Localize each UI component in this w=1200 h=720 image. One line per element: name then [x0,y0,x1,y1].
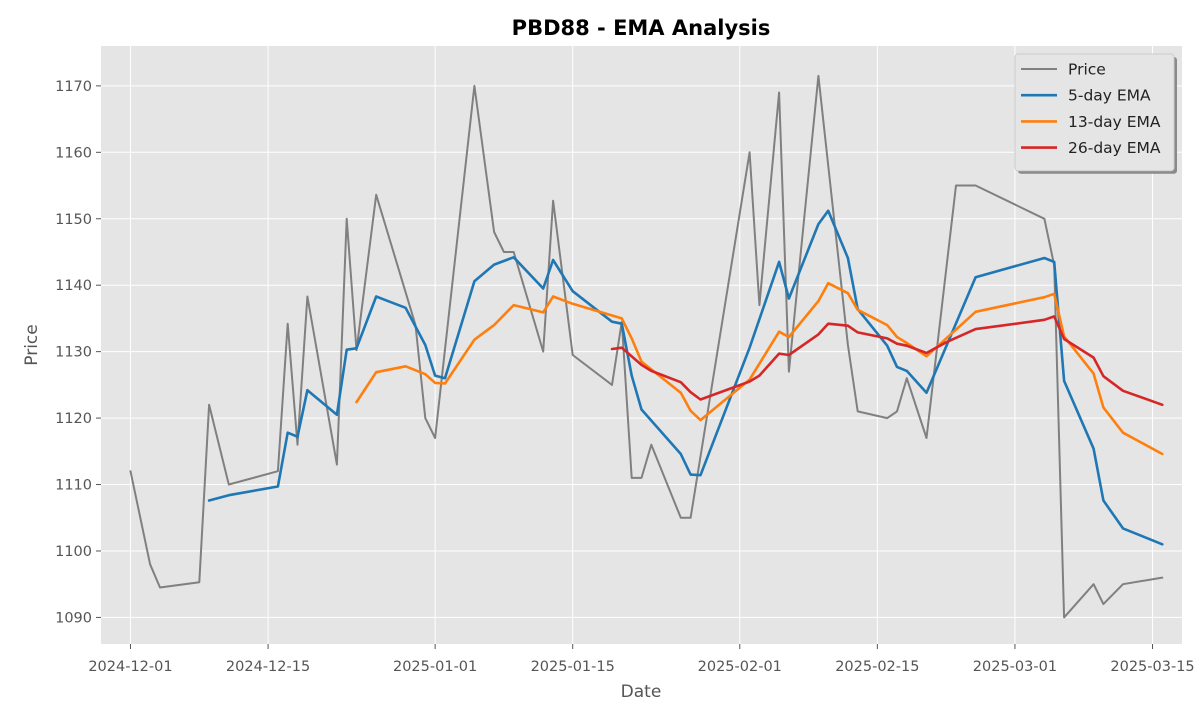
x-tick-label: 2025-03-15 [1110,659,1194,675]
grid-lines [101,46,1182,644]
x-tick-label: 2025-03-01 [973,659,1057,675]
legend-label: Price [1068,61,1106,79]
legend-label: 5-day EMA [1068,87,1151,105]
y-tick-label: 1090 [55,610,92,626]
x-tick-label: 2025-01-15 [531,659,615,675]
y-tick-label: 1150 [55,212,92,228]
x-tick-label: 2025-01-01 [393,659,477,675]
plot-area [101,46,1182,644]
x-tick-label: 2025-02-01 [698,659,782,675]
x-tick-label: 2024-12-01 [88,659,172,675]
legend-label: 13-day EMA [1068,113,1161,131]
series-line-26-day-ema [610,315,1164,407]
y-tick-label: 1120 [55,411,92,427]
axis-ticks: 1090 1100 1110 1120 1130 1140 1150 1160 1170 2024… [55,79,1195,675]
legend: Price 5-day EMA 13-day EMA 26-day EMA [1014,53,1177,174]
y-tick-label: 1140 [55,278,92,294]
y-tick-label: 1170 [55,79,92,95]
x-tick-label: 2025-02-15 [835,659,919,675]
series-line-13-day-ema [355,281,1164,456]
series-lines [129,74,1164,619]
y-tick-label: 1100 [55,544,92,560]
chart-title: PBD88 - EMA Analysis [512,16,771,40]
x-tick-label: 2024-12-15 [226,659,310,675]
legend-label: 26-day EMA [1068,139,1161,157]
series-line-price [129,74,1164,619]
legend-box [1014,53,1175,172]
y-tick-label: 1160 [55,145,92,161]
x-axis-label: Date [621,682,662,702]
y-axis-label: Price [22,324,42,365]
y-tick-label: 1110 [55,478,92,494]
y-tick-label: 1130 [55,345,92,361]
